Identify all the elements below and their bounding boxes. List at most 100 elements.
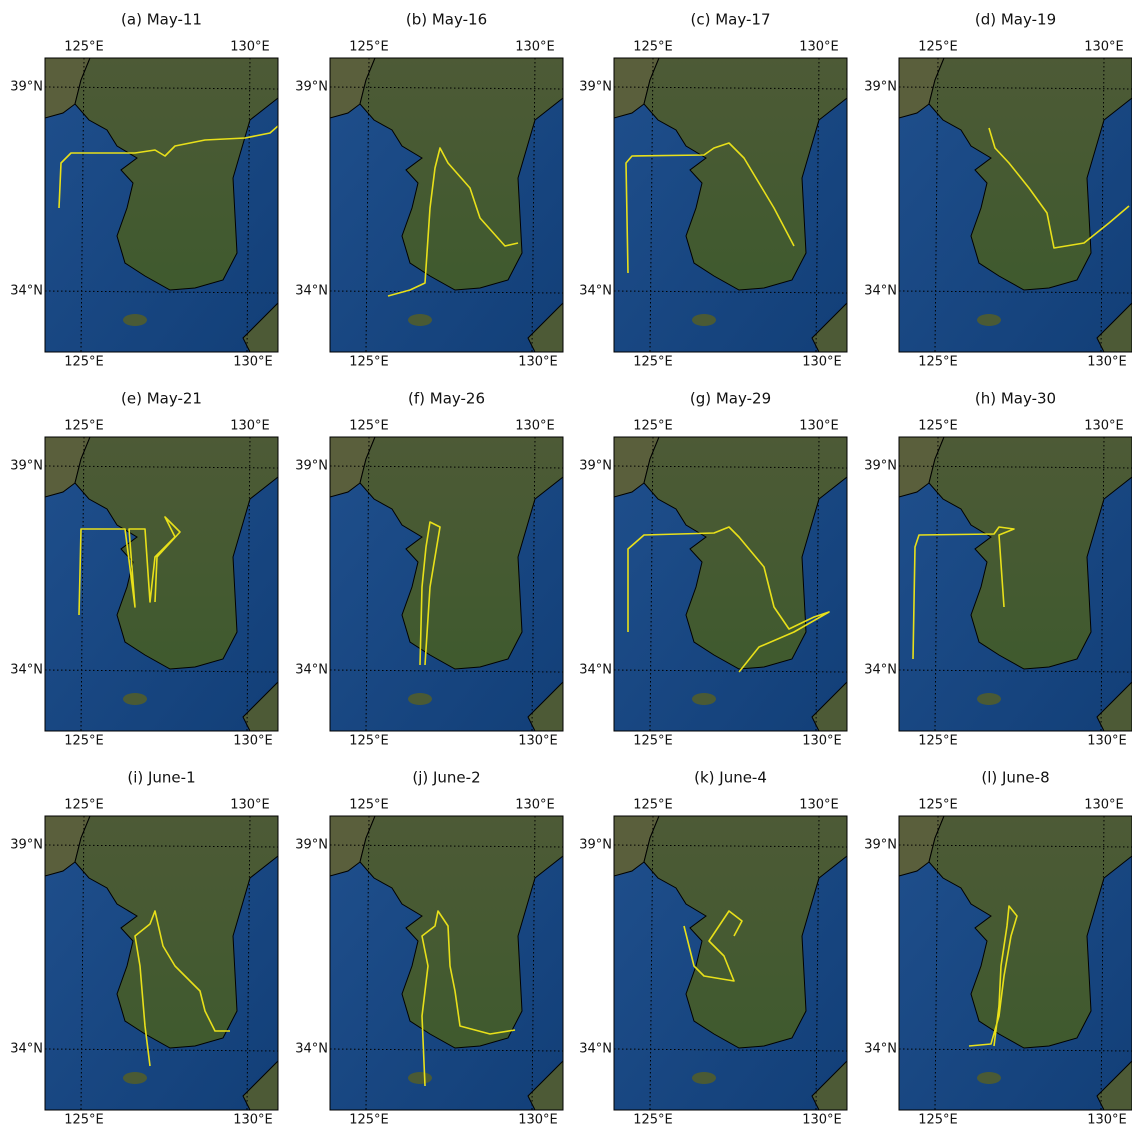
lon-label-bottom: 130°E (233, 734, 273, 749)
lon-label-top: 125°E (64, 798, 104, 813)
lon-label-top: 130°E (799, 419, 839, 434)
lat-label: 39°N (295, 459, 328, 474)
lon-label-top: 125°E (64, 40, 104, 55)
lon-label-bottom: 130°E (518, 734, 558, 749)
lon-label-top: 125°E (633, 419, 673, 434)
panel-title: (k) June-4 (694, 769, 767, 787)
lat-label: 34°N (864, 284, 897, 299)
lat-label: 39°N (295, 838, 328, 853)
lat-label: 39°N (10, 80, 43, 95)
lon-label-top: 130°E (515, 40, 555, 55)
lon-label-bottom: 125°E (64, 734, 104, 749)
map-panel: (b) May-16 125°E 125°E 130°E 130°E 39°N 34°N (295, 11, 563, 370)
lon-label-top: 130°E (799, 40, 839, 55)
jeju (123, 314, 147, 326)
lon-label-top: 130°E (1084, 40, 1124, 55)
panel-title: (l) June-8 (981, 769, 1049, 787)
panel-title: (i) June-1 (127, 769, 195, 787)
lon-label-bottom: 125°E (633, 734, 673, 749)
lon-label-bottom: 125°E (64, 1113, 104, 1127)
lon-label-bottom: 130°E (233, 1113, 273, 1127)
lon-label-top: 130°E (1084, 419, 1124, 434)
lon-label-bottom: 125°E (918, 734, 958, 749)
lon-label-top: 130°E (230, 798, 270, 813)
lon-label-bottom: 130°E (233, 355, 273, 370)
lon-label-bottom: 130°E (1087, 1113, 1127, 1127)
lon-label-bottom: 125°E (349, 1113, 389, 1127)
lon-label-bottom: 125°E (918, 355, 958, 370)
lon-label-bottom: 125°E (918, 1113, 958, 1127)
jeju (408, 314, 432, 326)
lat-label: 34°N (10, 284, 43, 299)
lon-label-bottom: 130°E (518, 355, 558, 370)
lat-label: 34°N (10, 663, 43, 678)
panel-title: (d) May-19 (975, 11, 1056, 29)
jeju (408, 1072, 432, 1084)
lat-label: 34°N (295, 663, 328, 678)
jeju (692, 314, 716, 326)
lat-label: 34°N (864, 663, 897, 678)
lon-label-bottom: 130°E (518, 1113, 558, 1127)
lon-label-top: 125°E (633, 798, 673, 813)
lon-label-bottom: 125°E (64, 355, 104, 370)
panel-title: (a) May-11 (121, 11, 202, 29)
lon-label-top: 125°E (918, 40, 958, 55)
jeju (408, 693, 432, 705)
lon-label-bottom: 130°E (802, 355, 842, 370)
map-panel: (l) June-8 125°E 125°E 130°E 130°E 39°N 34°N (864, 769, 1132, 1127)
lon-label-bottom: 130°E (1087, 355, 1127, 370)
lat-label: 39°N (10, 838, 43, 853)
panel-title: (c) May-17 (691, 11, 771, 29)
lon-label-top: 125°E (349, 419, 389, 434)
panel-title: (h) May-30 (975, 390, 1056, 408)
lat-label: 39°N (864, 80, 897, 95)
lat-label: 34°N (10, 1042, 43, 1057)
map-panel: (h) May-30 125°E 125°E 130°E 130°E 39°N 34°N (864, 390, 1132, 749)
map-panel: (d) May-19 125°E 125°E 130°E 130°E 39°N 34°N (864, 11, 1132, 370)
map-panel: (i) June-1 125°E 125°E 130°E 130°E 39°N 34°N (10, 769, 278, 1127)
panel-title: (b) May-16 (406, 11, 487, 29)
jeju (977, 1072, 1001, 1084)
panel-title: (e) May-21 (121, 390, 202, 408)
lat-label: 34°N (579, 284, 612, 299)
figure: (a) May-11125°E125°E130°E130°E39°N34°N(b… (0, 0, 1132, 1126)
lon-label-bottom: 125°E (349, 355, 389, 370)
lat-label: 34°N (579, 1042, 612, 1057)
lat-label: 34°N (295, 1042, 328, 1057)
jeju (123, 1072, 147, 1084)
lon-label-top: 125°E (918, 798, 958, 813)
lon-label-top: 125°E (349, 798, 389, 813)
lat-label: 34°N (864, 1042, 897, 1057)
lon-label-top: 125°E (918, 419, 958, 434)
map-panel: (c) May-17125°E125°E130°E130°E39°N34°N (579, 11, 847, 370)
jeju (977, 314, 1001, 326)
lat-label: 34°N (295, 284, 328, 299)
lat-label: 39°N (295, 80, 328, 95)
lat-label: 39°N (864, 838, 897, 853)
jeju (692, 1072, 716, 1084)
lat-label: 39°N (864, 459, 897, 474)
lon-label-bottom: 130°E (802, 1113, 842, 1127)
lon-label-bottom: 125°E (633, 1113, 673, 1127)
lat-label: 39°N (579, 459, 612, 474)
lon-label-bottom: 125°E (633, 355, 673, 370)
lon-label-bottom: 130°E (802, 734, 842, 749)
lat-label: 39°N (579, 80, 612, 95)
map-panel: (k) June-4125°E125°E130°E130°E39°N34°N (579, 769, 847, 1127)
lat-label: 39°N (10, 459, 43, 474)
jeju (123, 693, 147, 705)
lon-label-bottom: 130°E (1087, 734, 1127, 749)
lon-label-top: 125°E (349, 40, 389, 55)
lon-label-top: 130°E (515, 419, 555, 434)
map-panel: (a) May-11125°E125°E130°E130°E39°N34°N (10, 11, 278, 370)
lon-label-top: 130°E (230, 419, 270, 434)
lon-label-top: 130°E (1084, 798, 1124, 813)
lon-label-bottom: 125°E (349, 734, 389, 749)
lat-label: 34°N (579, 663, 612, 678)
lon-label-top: 130°E (515, 798, 555, 813)
lon-label-top: 130°E (799, 798, 839, 813)
